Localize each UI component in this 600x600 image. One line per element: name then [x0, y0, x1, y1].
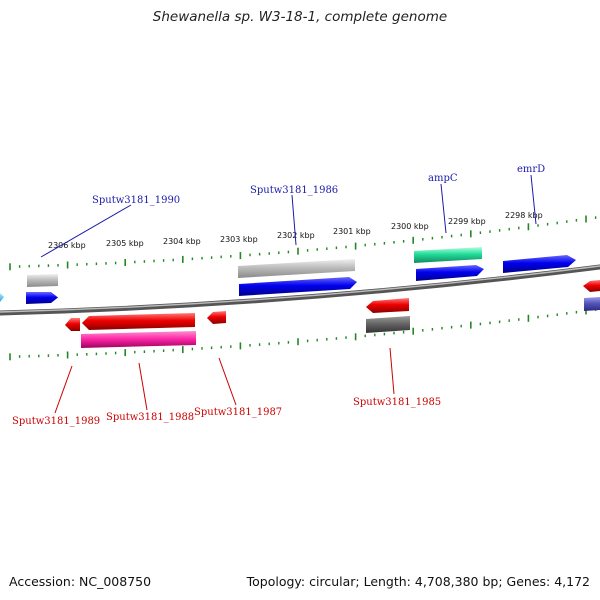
gene-label-sputw3181-1988[interactable]: Sputw3181_1988 — [106, 412, 194, 423]
genome-backbone — [0, 264, 600, 316]
forward-strand-features — [0, 247, 576, 304]
bottom-leader-lines — [54, 347, 395, 414]
gene-cyan-partial[interactable] — [0, 293, 4, 302]
gene-label-sputw3181-1986[interactable]: Sputw3181_1986 — [250, 185, 338, 196]
gene-sputw3181-1988-feature[interactable] — [82, 313, 195, 330]
gene-label-sputw3181-1985[interactable]: Sputw3181_1985 — [353, 397, 441, 408]
gene-label-sputw3181-1990[interactable]: Sputw3181_1990 — [92, 195, 180, 206]
gene-label-sputw3181-1989[interactable]: Sputw3181_1989 — [12, 416, 100, 427]
gene-label-sputw3181-1987[interactable]: Sputw3181_1987 — [194, 407, 282, 418]
gene-sputw3181-1985-pseudo[interactable] — [366, 316, 410, 333]
gene-rev-purple-partial[interactable] — [584, 297, 600, 311]
kbp-label-2301: 2301 kbp — [333, 227, 371, 236]
reverse-position-ruler — [9, 307, 597, 361]
reverse-strand-features — [65, 280, 600, 348]
gene-sputw3181-1986-feature[interactable] — [238, 259, 355, 278]
gene-fwd-blue-2[interactable] — [239, 277, 357, 296]
accession-text: Accession: NC_008750 — [9, 574, 152, 589]
kbp-label-2299: 2299 kbp — [448, 217, 486, 226]
kbp-label-2303: 2303 kbp — [220, 235, 258, 244]
topology-text: Topology: circular; Length: 4,708,380 bp… — [246, 574, 590, 589]
kbp-label-2298: 2298 kbp — [505, 211, 543, 220]
gene-sputw3181-1989-feature[interactable] — [65, 318, 80, 331]
gene-sputw3181-1987-feature[interactable] — [207, 311, 226, 324]
gene-sputw3181-1990-feature[interactable] — [27, 274, 58, 287]
gene-fwd-blue-1[interactable] — [26, 292, 58, 304]
kbp-label-2302: 2302 kbp — [277, 231, 315, 240]
forward-position-ruler — [9, 215, 597, 271]
gene-emrd-feature[interactable] — [503, 255, 576, 273]
kbp-label-2300: 2300 kbp — [391, 222, 429, 231]
top-leader-lines — [40, 174, 537, 258]
kbp-label-2304: 2304 kbp — [163, 237, 201, 246]
gene-label-emrd[interactable]: emrD — [517, 164, 545, 175]
kbp-label-2305: 2305 kbp — [106, 239, 144, 248]
gene-ampc-feature[interactable] — [416, 265, 484, 281]
gene-sputw3181-1988-trna[interactable] — [81, 331, 196, 348]
gene-sputw3181-1985-feature[interactable] — [366, 298, 409, 313]
gene-rev-red-partial[interactable] — [583, 280, 600, 292]
map-title: Shewanella sp. W3-18-1, complete genome — [152, 9, 448, 25]
gene-ampc-rrna-feature[interactable] — [414, 247, 482, 263]
gene-label-ampc[interactable]: ampC — [428, 173, 458, 184]
kbp-label-2306: 2306 kbp — [48, 241, 86, 250]
